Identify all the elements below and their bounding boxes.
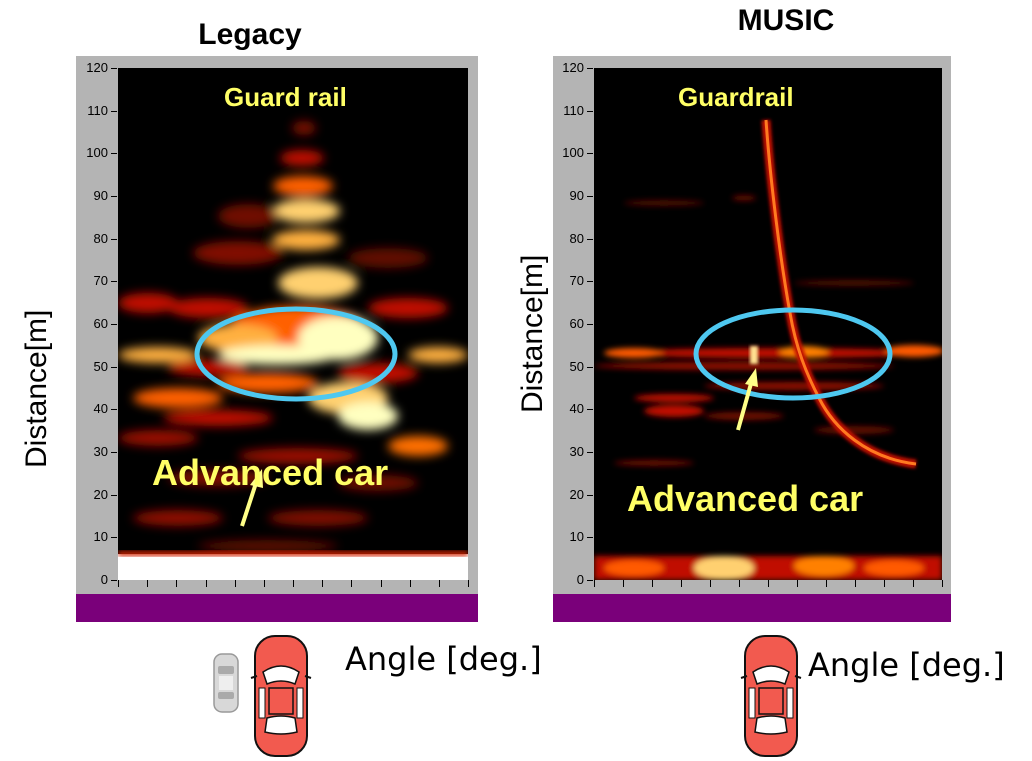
music-y-tick-mark bbox=[587, 324, 593, 325]
music-y-tick-label: 0 bbox=[576, 572, 584, 587]
legacy-y-tick-mark bbox=[111, 238, 117, 240]
legacy-y-tick-label: 10 bbox=[93, 529, 108, 545]
music-y-tick-mark bbox=[587, 409, 593, 411]
music-bottom-bar bbox=[553, 594, 951, 622]
music-x-tick-mark bbox=[797, 580, 798, 587]
legacy-y-tick-mark bbox=[111, 153, 117, 155]
legacy-y-tick-mark bbox=[111, 494, 117, 496]
music-y-tick-mark bbox=[587, 153, 593, 155]
legacy-y-tick-label: 0 bbox=[100, 572, 108, 587]
music-annotation-advanced-car: Advanced car bbox=[627, 478, 864, 519]
legacy-y-tick-label: 110 bbox=[87, 102, 108, 118]
legacy-y-tick-mark bbox=[111, 110, 117, 112]
red-car-icon-left bbox=[250, 635, 312, 757]
music-x-tick-mark bbox=[942, 580, 943, 587]
music-annotation-guardrail: Guardrail bbox=[678, 82, 794, 112]
legacy-x-tick-mark bbox=[205, 580, 207, 587]
music-y-axis-label: Distance[m] bbox=[516, 254, 549, 413]
red-car-icon-right bbox=[740, 635, 802, 757]
legacy-x-tick-mark bbox=[118, 580, 119, 587]
legacy-x-tick-mark bbox=[293, 580, 294, 587]
legacy-bottom-bar bbox=[76, 594, 478, 622]
music-y-tick-mark bbox=[587, 580, 593, 581]
legacy-y-tick-mark bbox=[111, 366, 117, 368]
music-y-tick-label: 30 bbox=[569, 444, 584, 459]
music-y-tick-label: 110 bbox=[563, 102, 584, 118]
music-y-tick-mark bbox=[587, 366, 593, 368]
music-y-tick-label: 120 bbox=[562, 60, 584, 75]
music-y-tick-label: 10 bbox=[569, 529, 584, 545]
music-x-tick-mark bbox=[623, 580, 624, 587]
music-y-tick-label: 40 bbox=[569, 401, 584, 417]
legacy-x-tick-mark bbox=[468, 580, 469, 587]
music-x-tick-mark bbox=[594, 580, 595, 587]
legacy-y-tick-label: 20 bbox=[93, 486, 108, 502]
music-x-tick-mark bbox=[913, 580, 914, 587]
legacy-y-tick-mark bbox=[111, 537, 117, 539]
legacy-y-tick-mark bbox=[111, 452, 117, 453]
music-y-tick-mark bbox=[587, 537, 593, 539]
music-y-tick-label: 20 bbox=[569, 486, 584, 502]
legacy-annotation-advanced-car: Advanced car bbox=[152, 452, 389, 493]
legacy-y-tick-mark bbox=[111, 281, 117, 283]
legacy-y-tick-label: 90 bbox=[93, 188, 108, 203]
legacy-annotation-guard-rail: Guard rail bbox=[224, 82, 347, 112]
legacy-y-tick-label: 60 bbox=[93, 316, 108, 331]
music-x-tick-mark bbox=[739, 580, 740, 587]
legacy-y-tick-mark bbox=[111, 580, 117, 581]
legacy-x-tick-mark bbox=[380, 580, 382, 587]
music-y-tick-mark bbox=[587, 494, 593, 496]
music-x-tick-mark bbox=[884, 580, 885, 587]
music-y-tick-mark bbox=[587, 110, 593, 112]
music-x-tick-mark bbox=[681, 580, 682, 587]
legacy-x-tick-mark bbox=[234, 580, 236, 587]
music-x-tick-mark bbox=[710, 580, 711, 587]
legacy-x-tick-mark bbox=[438, 580, 440, 587]
music-x-tick-mark bbox=[855, 580, 856, 587]
music-x-tick-mark bbox=[652, 580, 653, 587]
legacy-y-tick-mark bbox=[111, 409, 117, 411]
music-y-tick-label: 50 bbox=[569, 358, 584, 374]
music-y-tick-mark bbox=[587, 452, 593, 453]
music-y-tick-mark bbox=[587, 68, 593, 69]
legacy-y-tick-label: 70 bbox=[93, 273, 108, 289]
legacy-y-tick-label: 30 bbox=[93, 444, 108, 459]
legacy-x-tick-mark bbox=[322, 580, 324, 587]
legacy-y-tick-label: 100 bbox=[86, 145, 108, 161]
music-x-axis-label: Angle [deg.] bbox=[808, 646, 1005, 684]
music-y-tick-label: 70 bbox=[569, 273, 584, 289]
legacy-x-tick-mark bbox=[351, 580, 353, 587]
music-y-tick-mark bbox=[587, 196, 593, 197]
music-x-tick-mark bbox=[768, 580, 769, 587]
legacy-y-tick-label: 80 bbox=[93, 230, 108, 246]
music-y-tick-mark bbox=[587, 281, 593, 283]
music-heatmap bbox=[594, 68, 942, 580]
legacy-x-tick-mark bbox=[176, 580, 178, 587]
legacy-y-tick-mark bbox=[111, 68, 117, 69]
legacy-y-tick-mark bbox=[111, 196, 117, 197]
chart-title-legacy: Legacy bbox=[198, 18, 302, 51]
legacy-y-tick-label: 50 bbox=[93, 358, 108, 374]
music-y-tick-label: 60 bbox=[569, 316, 584, 331]
music-y-tick-label: 90 bbox=[569, 188, 584, 203]
legacy-y-tick-mark bbox=[111, 324, 117, 325]
legacy-y-axis-label: Distance[m] bbox=[20, 309, 53, 468]
legacy-y-tick-label: 40 bbox=[93, 401, 108, 417]
chart-title-music: MUSIC bbox=[737, 4, 835, 37]
legacy-x-tick-mark bbox=[263, 580, 265, 587]
legacy-x-tick-mark bbox=[147, 580, 149, 587]
legacy-x-tick-mark bbox=[409, 580, 411, 587]
gray-car-icon bbox=[213, 653, 239, 713]
music-x-tick-mark bbox=[826, 580, 827, 587]
legacy-heatmap bbox=[118, 68, 468, 580]
music-y-tick-label: 80 bbox=[569, 230, 584, 246]
legacy-y-tick-label: 120 bbox=[86, 60, 108, 75]
music-y-tick-label: 100 bbox=[562, 145, 584, 161]
music-y-tick-mark bbox=[587, 238, 593, 240]
legacy-x-axis-label: Angle [deg.] bbox=[345, 640, 542, 678]
